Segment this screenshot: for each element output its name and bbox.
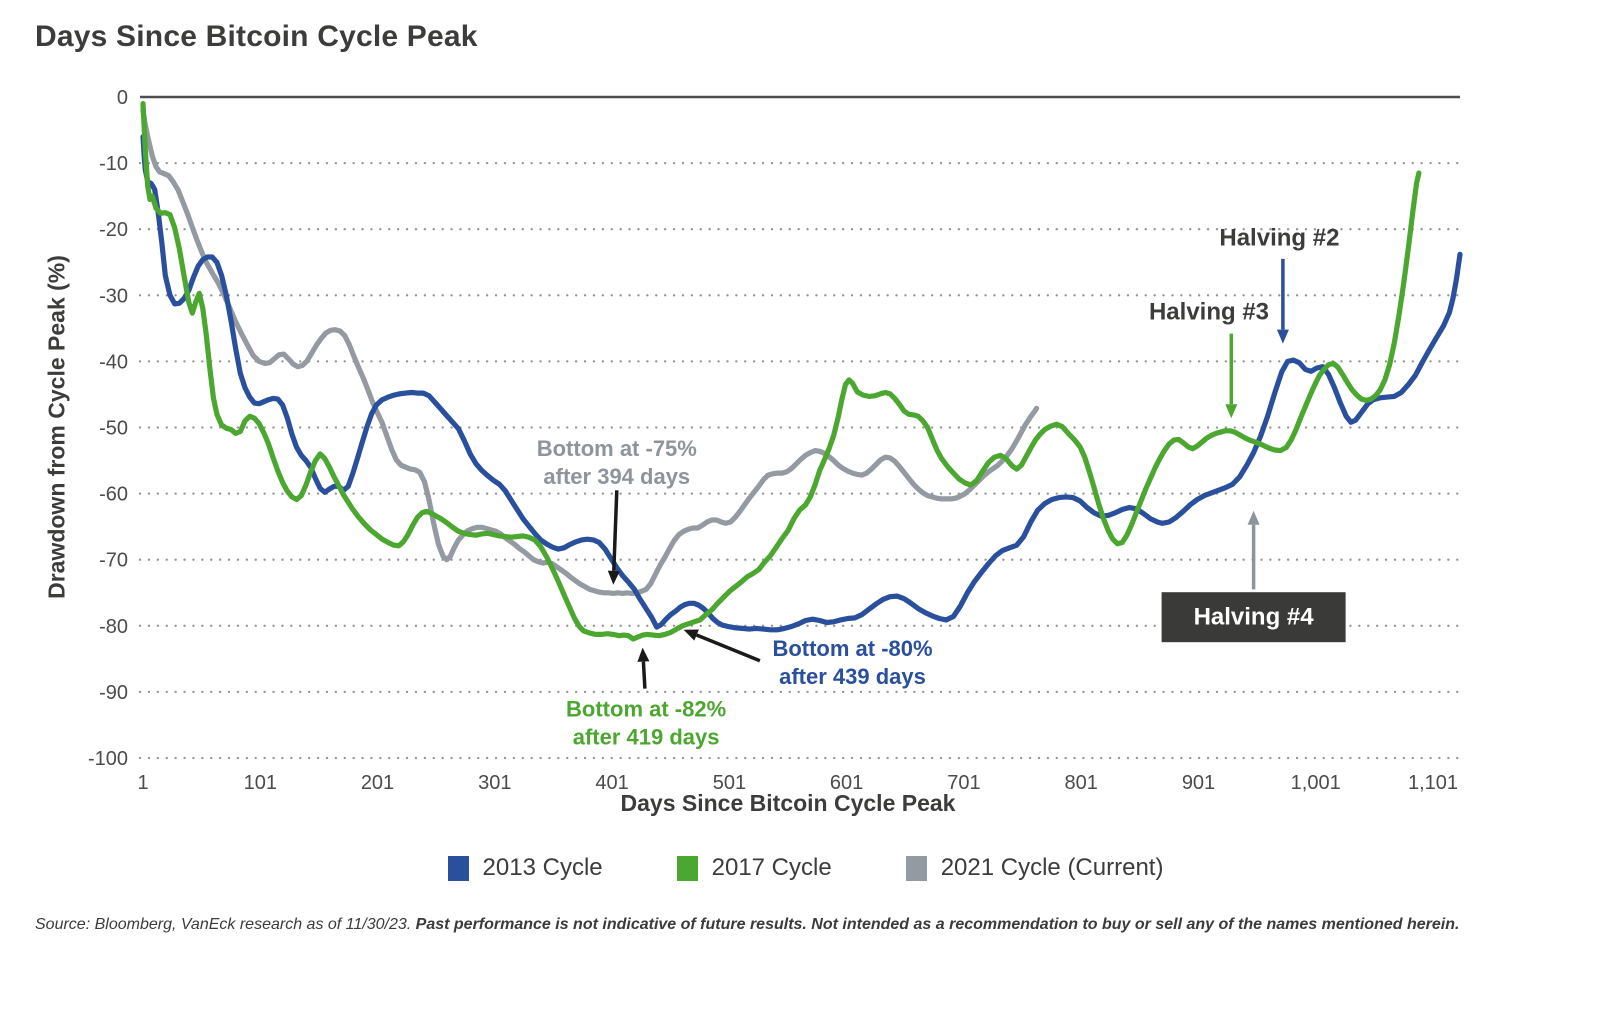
annotation-arrow-head — [683, 629, 699, 641]
annotation-arrow-head — [1247, 510, 1260, 525]
legend-swatch-2017 — [676, 855, 698, 881]
annotation-text: Bottom at -75% — [537, 436, 697, 461]
annotation-halving-2: Halving #2 — [1219, 224, 1339, 344]
x-tick-label: 1,001 — [1291, 772, 1341, 794]
legend-item-2021-cycle: 2021 Cycle (Current) — [905, 854, 1164, 882]
legend-item-2013-cycle: 2013 Cycle — [447, 854, 603, 882]
legend-label-2013: 2013 Cycle — [482, 854, 603, 881]
x-tick-label: 901 — [1182, 772, 1215, 794]
legend-label-2021: 2021 Cycle (Current) — [940, 854, 1164, 881]
legend-item-2017-cycle: 2017 Cycle — [676, 854, 832, 882]
x-axis-label: Days Since Bitcoin Cycle Peak — [620, 790, 956, 816]
series-line-2013-cycle — [140, 134, 1463, 633]
y-tick-label: -10 — [99, 153, 128, 175]
annotation-text: Bottom at -80% — [772, 636, 932, 661]
annotation-arrow-head — [1225, 404, 1238, 419]
source-disclaimer: Past performance is not indicative of fu… — [415, 916, 1460, 933]
x-tick-label: 201 — [361, 772, 394, 794]
annotation-text: Bottom at -82% — [566, 697, 726, 722]
annotation-box — [1161, 592, 1346, 643]
y-tick-label: 0 — [117, 87, 128, 109]
x-tick-label: 801 — [1065, 772, 1098, 794]
y-tick-label: -50 — [99, 418, 128, 440]
y-tick-label: -70 — [99, 550, 128, 572]
annotation-bottom-80: Bottom at -80% after 439 days — [683, 629, 933, 689]
y-tick-label: -40 — [99, 351, 128, 373]
annotation-halving-4: Halving #4 — [1161, 510, 1346, 643]
annotation-bottom-75: Bottom at -75% after 394 days — [537, 436, 697, 585]
annotation-text: Halving #3 — [1149, 298, 1269, 325]
annotation-text: after 439 days — [779, 664, 926, 689]
series-line-2021-cycle — [140, 107, 1040, 597]
annotation-text: Halving #2 — [1219, 224, 1339, 251]
annotation-arrow-head — [607, 570, 620, 585]
annotation-arrow-line — [641, 661, 647, 689]
y-tick-label: -60 — [99, 484, 128, 506]
annotation-text: after 419 days — [573, 725, 720, 750]
legend: 2013 Cycle 2017 Cycle 2021 Cycle (Curren… — [0, 845, 1611, 891]
annotation-bottom-82: Bottom at -82% after 419 days — [566, 647, 726, 750]
y-axis-label: Drawdown from Cycle Peak (%) — [43, 255, 70, 599]
annotation-arrow-line — [695, 633, 761, 663]
y-tick-label: -100 — [88, 748, 128, 770]
source-note: Source: Bloomberg, VanEck research as of… — [35, 912, 1541, 938]
y-tick-label: -90 — [99, 682, 128, 704]
x-tick-label: 1 — [137, 772, 148, 794]
x-tick-label: 301 — [478, 772, 511, 794]
page-title: Days Since Bitcoin Cycle Peak — [35, 20, 478, 53]
annotation-text: after 394 days — [543, 464, 690, 489]
annotation-arrow-head — [1276, 329, 1289, 344]
y-tick-label: -30 — [99, 285, 128, 307]
legend-swatch-2021 — [905, 855, 927, 881]
legend-label-2017: 2017 Cycle — [711, 854, 832, 881]
y-tick-label: -80 — [99, 616, 128, 638]
annotation-arrow-line — [612, 490, 619, 571]
series-line-2017-cycle — [140, 100, 1422, 642]
annotation-halving-3: Halving #3 — [1149, 298, 1269, 419]
y-tick-label: -20 — [99, 219, 128, 241]
x-tick-label: 101 — [244, 772, 277, 794]
source-text: Source: Bloomberg, VanEck research as of… — [35, 916, 416, 933]
x-tick-label: 1,101 — [1408, 772, 1458, 794]
annotation-arrow-head — [637, 647, 650, 662]
annotation-text: Halving #4 — [1194, 604, 1315, 631]
legend-swatch-2013 — [447, 855, 469, 881]
